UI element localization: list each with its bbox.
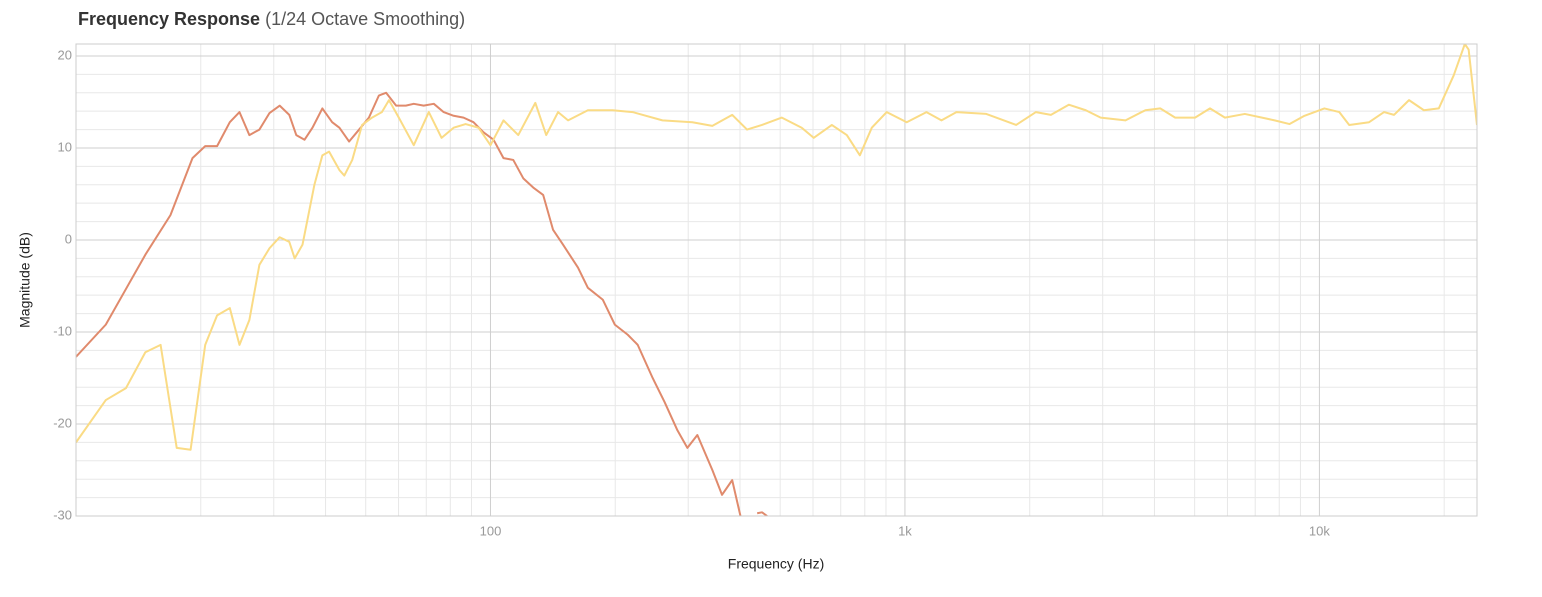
grid xyxy=(76,44,1477,517)
y-tick-label: 0 xyxy=(65,231,72,246)
title-main: Frequency Response xyxy=(78,9,260,29)
y-axis-title: Magnitude (dB) xyxy=(17,232,33,328)
series-line xyxy=(76,91,768,516)
y-tick-label: -30 xyxy=(53,507,72,522)
y-tick-label: 20 xyxy=(58,47,72,62)
y-tick-label: -10 xyxy=(53,323,72,338)
subtitle: (1/24 Octave Smoothing) xyxy=(265,9,465,29)
x-tick-label: 100 xyxy=(480,523,502,538)
series-line xyxy=(76,44,1477,451)
plot-lines xyxy=(76,44,1477,516)
y-tick-label: 10 xyxy=(58,139,72,154)
chart-title: Frequency Response (1/24 Octave Smoothin… xyxy=(78,9,465,29)
x-tick-label: 10k xyxy=(1309,523,1330,538)
plot-frame xyxy=(75,43,1478,517)
x-axis-title: Frequency (Hz) xyxy=(728,556,824,572)
y-tick-label: -20 xyxy=(53,415,72,430)
x-tick-label: 1k xyxy=(898,523,912,538)
